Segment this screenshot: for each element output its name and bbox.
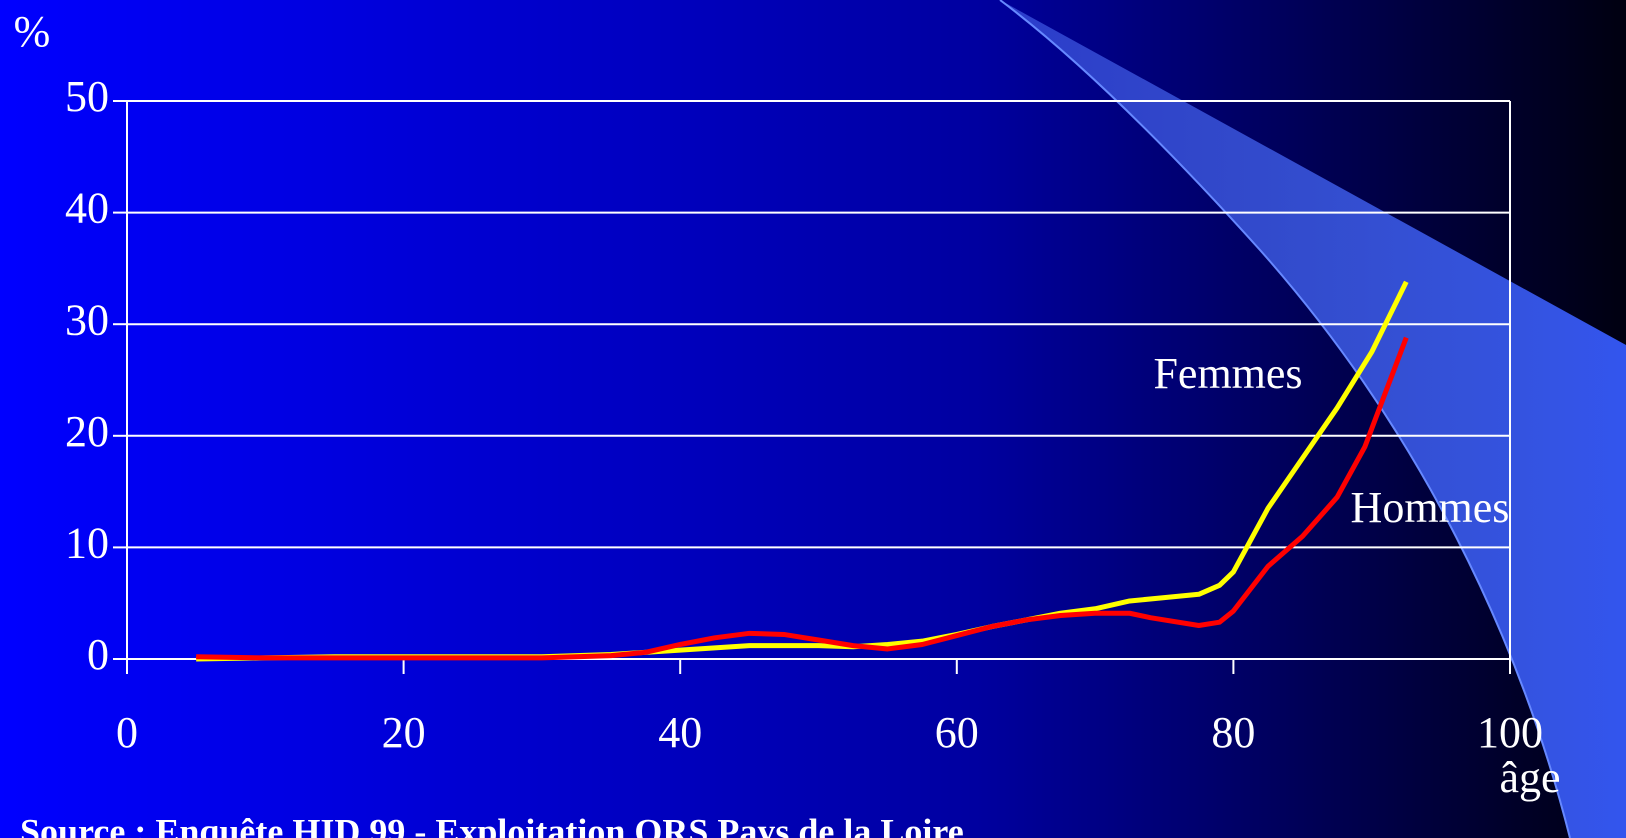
decorative-swoosh [1000,0,1626,838]
x-axis-label: âge [1499,753,1560,802]
source-note: Source : Enquête HID 99 - Exploitation O… [20,811,964,838]
data-line [196,336,1409,661]
y-tick-label: 10 [65,518,109,567]
x-tick-label: 20 [382,708,426,757]
swoosh-edge [999,0,1571,838]
series-label: Hommes [1351,483,1510,532]
y-tick-label: 40 [65,184,109,233]
y-tick-label: 30 [65,295,109,344]
x-tick-label: 40 [658,708,702,757]
series-label: Femmes [1153,349,1302,398]
y-tick-label: 50 [65,72,109,121]
x-tick-label: 80 [1211,708,1255,757]
x-tick-label: 60 [935,708,979,757]
x-tick-label: 100 [1477,708,1543,757]
y-tick-label: 0 [87,630,109,679]
y-tick-label: 20 [65,407,109,456]
x-tick-label: 0 [116,708,138,757]
y-axis-label: % [14,7,51,56]
